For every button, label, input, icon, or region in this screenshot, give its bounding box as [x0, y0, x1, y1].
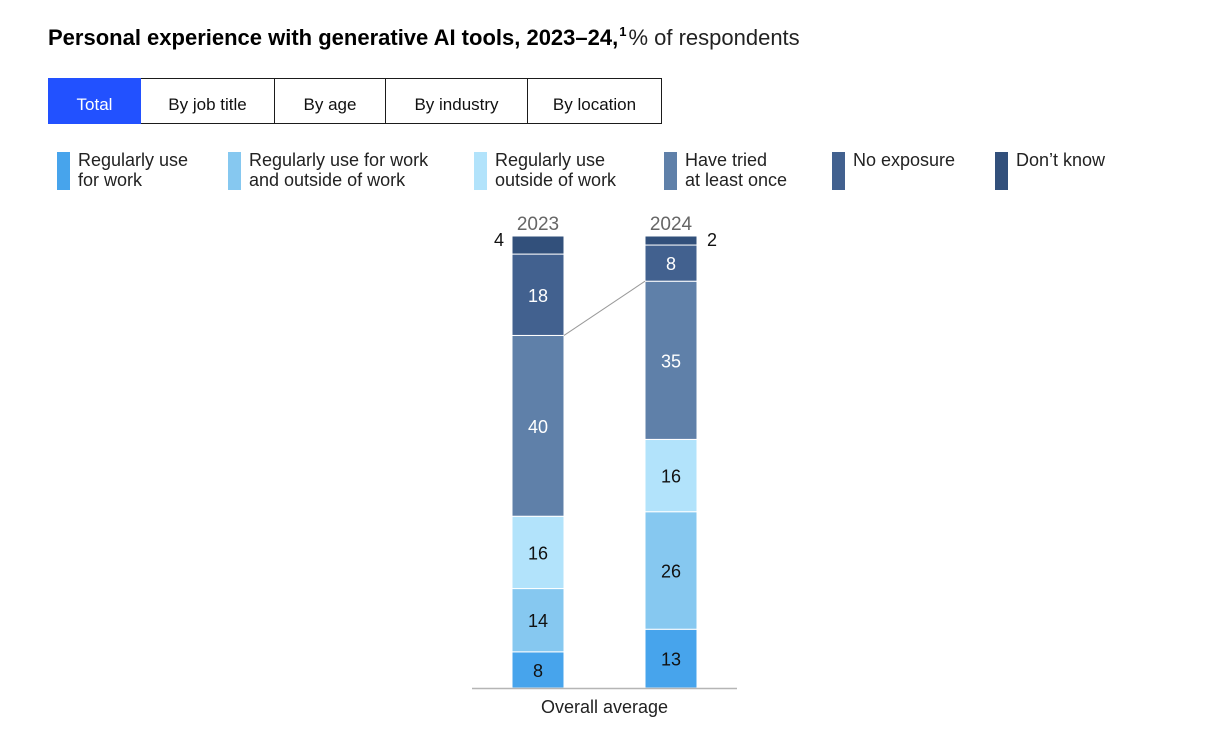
- legend-item: Don’t know: [995, 150, 1105, 190]
- legend-label: Regularly use outside of work: [495, 150, 617, 190]
- data-label: 4: [494, 230, 504, 250]
- legend-item: Regularly use for work and outside of wo…: [228, 150, 428, 190]
- tab-by-industry[interactable]: By industry: [386, 78, 528, 124]
- category-label: 2023: [517, 214, 559, 235]
- tab-by-location[interactable]: By location: [528, 78, 662, 124]
- bar-segment: [511, 334, 565, 517]
- bar-segment: [644, 235, 698, 246]
- tab-by-age[interactable]: By age: [275, 78, 386, 124]
- title-text: Personal experience with generative AI t…: [48, 25, 619, 50]
- bar-segment: [644, 511, 698, 630]
- title-unit: % of respondents: [628, 25, 800, 50]
- legend-label: No exposure: [853, 150, 956, 170]
- bar-segment: [511, 235, 565, 255]
- footnote-marker: 1: [619, 24, 627, 39]
- data-label: 8: [533, 661, 543, 681]
- data-label: 18: [528, 286, 548, 306]
- legend-item: Have tried at least once: [664, 150, 787, 190]
- bar-segment: [511, 588, 565, 653]
- data-label: 35: [661, 351, 681, 371]
- tab-by-job-title[interactable]: By job title: [141, 78, 275, 124]
- data-label: 40: [528, 417, 548, 437]
- legend-item: No exposure: [832, 150, 955, 190]
- legend-swatch: [57, 152, 70, 190]
- legend-swatch: [995, 152, 1008, 190]
- legend-swatch: [664, 152, 677, 190]
- legend-item: Regularly use for work: [57, 150, 188, 190]
- legend-swatch: [832, 152, 845, 190]
- data-label: 2: [707, 230, 717, 250]
- view-tabs: Total By job title By age By industry By…: [48, 78, 662, 124]
- chart-title: Personal experience with generative AI t…: [48, 18, 800, 52]
- legend-swatch: [228, 152, 241, 190]
- bar-segment: [511, 515, 565, 590]
- legend-label: Regularly use for work and outside of wo…: [249, 150, 429, 190]
- data-label: 14: [528, 611, 548, 631]
- legend-label: Have tried at least once: [685, 150, 788, 190]
- legend-item: Regularly use outside of work: [474, 150, 616, 190]
- legend-label: Regularly use for work: [78, 150, 189, 190]
- data-label: 13: [661, 650, 681, 670]
- data-label: 8: [666, 254, 676, 274]
- bar-segment: [644, 244, 698, 282]
- data-label: 16: [661, 467, 681, 487]
- legend-label: Don’t know: [1016, 150, 1106, 170]
- bar-segment: [644, 628, 698, 689]
- connector-line: [563, 280, 646, 336]
- legend-swatch: [474, 152, 487, 190]
- tab-total[interactable]: Total: [48, 78, 141, 124]
- bar-segment: [644, 280, 698, 440]
- category-label: 2024: [650, 214, 693, 235]
- data-label: 16: [528, 543, 548, 563]
- x-axis-label: Overall average: [540, 697, 669, 717]
- data-label: 26: [661, 561, 681, 581]
